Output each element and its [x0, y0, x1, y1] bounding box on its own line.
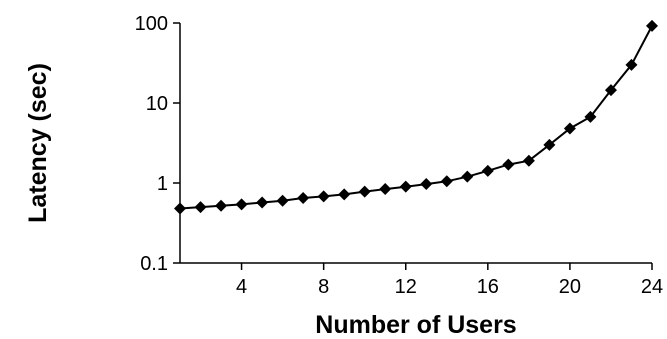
axes [179, 23, 652, 264]
data-point [461, 170, 474, 183]
data-point [338, 188, 351, 201]
y-tick-label: 100 [135, 13, 168, 35]
data-point [420, 178, 433, 191]
data-point [194, 201, 207, 214]
data-point [276, 194, 289, 207]
data-point [358, 185, 371, 198]
y-tick-label: 0.1 [140, 253, 168, 275]
data-point [235, 198, 248, 211]
y-tick-label: 10 [146, 93, 168, 115]
data-point [215, 199, 228, 212]
series-line [179, 25, 653, 210]
y-ticks: 0.1 1 10 100 [135, 13, 180, 275]
x-axis-title: Number of Users [315, 311, 516, 339]
x-tick-label: 24 [641, 276, 663, 298]
data-point [399, 180, 412, 193]
data-point [481, 164, 494, 177]
x-tick-label: 16 [477, 276, 499, 298]
data-point [297, 191, 310, 204]
x-tick-label: 12 [395, 276, 417, 298]
y-axis-title: Latency (sec) [24, 63, 52, 223]
data-point [522, 154, 535, 167]
series [174, 19, 658, 215]
x-ticks: 4 8 12 16 20 24 [236, 263, 663, 298]
data-point [543, 138, 556, 151]
data-point [646, 19, 658, 32]
x-tick-label: 8 [318, 276, 329, 298]
data-point [625, 58, 638, 71]
x-tick-label: 4 [236, 276, 247, 298]
data-point [563, 122, 576, 135]
data-point [256, 196, 269, 209]
x-tick-label: 20 [559, 276, 581, 298]
y-tick-label: 1 [157, 173, 168, 195]
data-point [440, 175, 453, 188]
data-point [174, 202, 186, 215]
data-point [317, 190, 330, 203]
data-markers [174, 19, 658, 215]
data-point [604, 84, 617, 97]
data-point [584, 110, 597, 123]
data-point [379, 183, 392, 196]
data-point [502, 158, 515, 171]
